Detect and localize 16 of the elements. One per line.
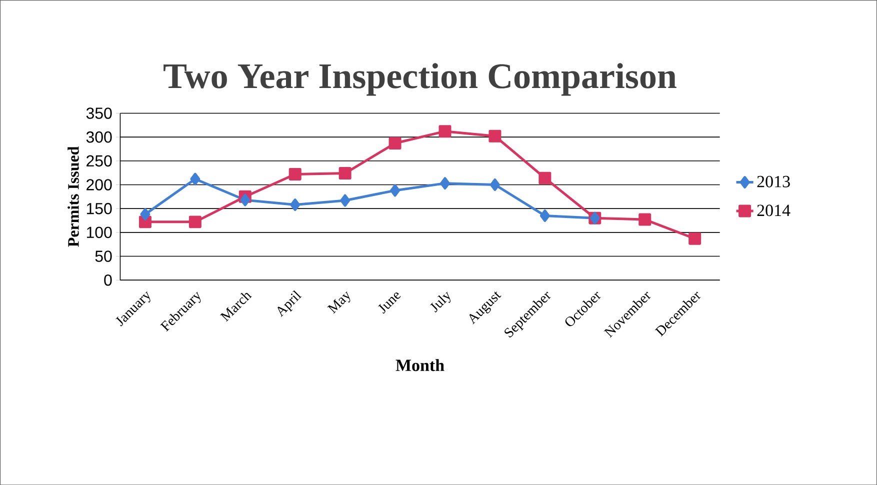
legend-label: 2014 bbox=[757, 204, 790, 216]
x-tick-label: July bbox=[430, 292, 451, 312]
y-tick-label: 200 bbox=[86, 178, 112, 190]
y-axis-title: Permits Issued bbox=[68, 146, 79, 247]
y-tick-label: 0 bbox=[104, 274, 112, 286]
y-tick-label: 250 bbox=[86, 155, 112, 166]
y-tick-label: 100 bbox=[86, 226, 112, 238]
x-tick-label: May bbox=[327, 291, 350, 314]
x-tick-label: June bbox=[378, 292, 401, 314]
chart-title: Two Year Inspection Comparison bbox=[164, 62, 676, 96]
x-axis-title: Month bbox=[396, 359, 444, 371]
y-tick-label: 300 bbox=[86, 131, 112, 143]
y-tick-label: 150 bbox=[86, 202, 112, 214]
legend-label: 2013 bbox=[757, 176, 790, 188]
y-tick-label: 50 bbox=[95, 250, 112, 262]
y-tick-label: 350 bbox=[86, 107, 112, 119]
